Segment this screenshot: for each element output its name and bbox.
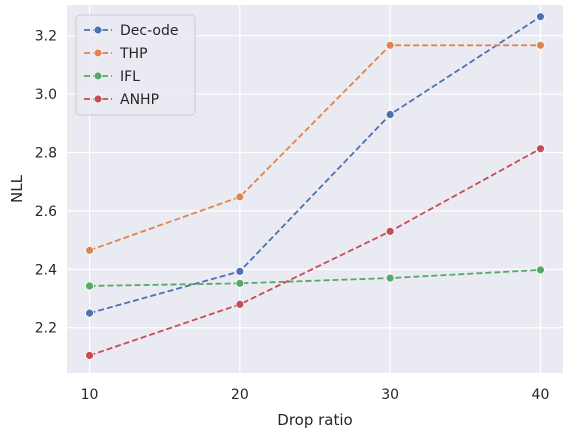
data-point-anhp (85, 351, 94, 360)
x-tick-label: 20 (231, 387, 249, 403)
data-point-ifl (536, 265, 545, 275)
legend-entry-ifl: IFL (84, 69, 140, 85)
data-point-dec-ode (235, 266, 245, 276)
legend-label: THP (119, 46, 148, 62)
series-line-ifl (89, 269, 541, 287)
y-tick-label: 3.0 (35, 87, 57, 103)
data-point-ifl (235, 278, 245, 288)
legend-entry-dec-ode: Dec-ode (84, 23, 178, 39)
legend-label: Dec-ode (120, 23, 178, 39)
y-tick-label: 2.2 (35, 321, 57, 337)
data-point-anhp (536, 144, 545, 154)
series-dec-ode (85, 12, 545, 318)
legend: Dec-ode THP IFL ANHP (75, 14, 196, 116)
legend-marker (93, 94, 103, 104)
series-line-dec-ode (89, 15, 541, 314)
x-tick-label: 40 (532, 387, 550, 403)
x-tick-label: 30 (381, 387, 399, 403)
x-axis-label: Drop ratio (277, 411, 352, 429)
y-tick-label: 2.6 (35, 204, 57, 220)
legend-entry-thp: THP (84, 46, 148, 62)
y-tick-labels: 2.2 2.4 2.6 2.8 3.0 3.2 (35, 29, 57, 337)
data-point-thp (235, 192, 245, 202)
legend-label: ANHP (120, 92, 159, 108)
legend-label: IFL (120, 69, 140, 85)
legend-entry-anhp: ANHP (84, 92, 159, 108)
x-tick-labels: 10 20 30 40 (81, 387, 550, 403)
data-point-ifl (85, 281, 94, 291)
y-tick-label: 2.8 (35, 145, 57, 161)
y-tick-label: 2.4 (35, 262, 57, 278)
series-line-thp (89, 44, 541, 252)
data-point-dec-ode (85, 308, 94, 318)
data-point-thp (85, 245, 94, 255)
data-point-ifl (385, 273, 395, 283)
series-anhp (85, 144, 545, 360)
data-point-anhp (235, 299, 245, 309)
series-layer (85, 12, 545, 360)
data-point-dec-ode (385, 110, 395, 119)
y-axis-label: NLL (8, 174, 26, 203)
series-thp (85, 40, 545, 255)
legend-marker (93, 71, 103, 81)
x-tick-label: 10 (81, 387, 99, 403)
legend-marker (93, 48, 103, 58)
y-tick-label: 3.2 (35, 29, 57, 45)
legend-box (75, 14, 196, 116)
series-ifl (85, 265, 545, 291)
data-point-thp (385, 40, 395, 50)
data-point-dec-ode (536, 12, 545, 22)
data-point-anhp (385, 226, 395, 236)
legend-marker (93, 25, 103, 35)
data-point-thp (536, 40, 545, 50)
